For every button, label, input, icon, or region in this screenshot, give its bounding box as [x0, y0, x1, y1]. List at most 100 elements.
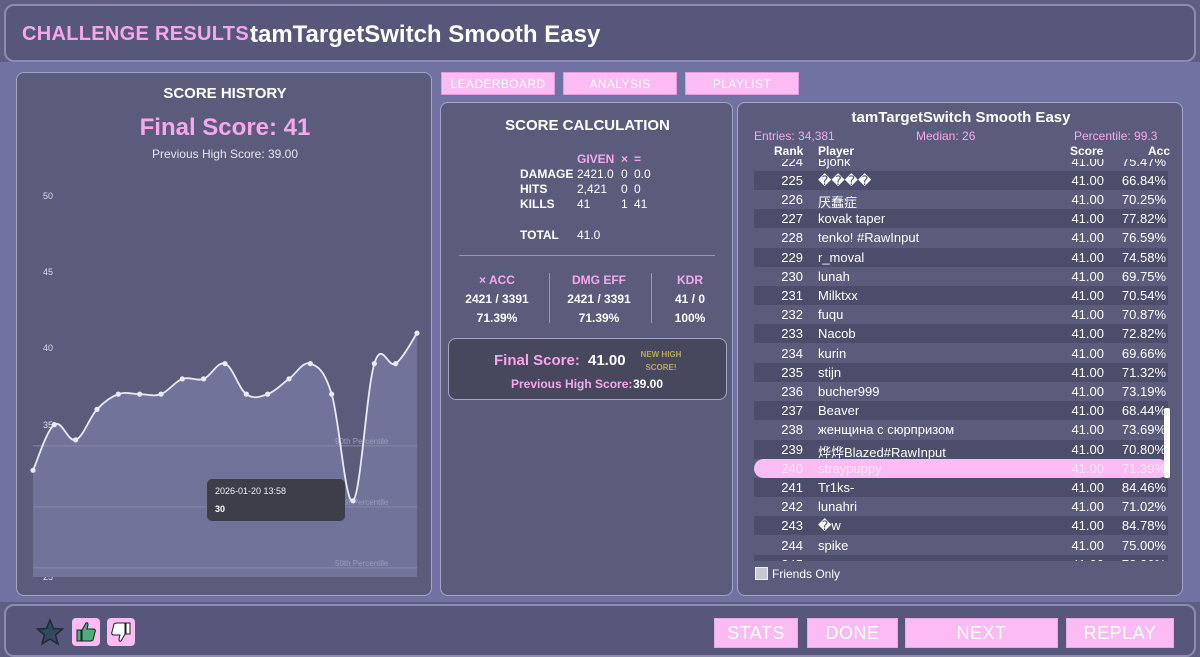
row-score: 41.00: [1071, 307, 1104, 323]
data-point[interactable]: [73, 437, 79, 443]
data-point[interactable]: [179, 376, 185, 382]
leaderboard-row[interactable]: 236 bucher999 41.00 73.19%: [754, 382, 1168, 401]
divider: [549, 273, 550, 323]
row-rank: 227: [781, 211, 803, 227]
data-point[interactable]: [30, 467, 36, 473]
leaderboard-row[interactable]: 237 Beaver 41.00 68.44%: [754, 401, 1168, 421]
kdr-label: KDR: [677, 273, 703, 287]
leaderboard-row[interactable]: 225 ���� 41.00 66.84%: [754, 170, 1168, 190]
kills-label: KILLS: [520, 197, 555, 211]
row-accuracy: 84.46%: [1121, 479, 1166, 495]
row-rank: 226: [781, 191, 803, 207]
kills-given: 41: [577, 197, 591, 211]
leaderboard-row[interactable]: 234 kurin 41.00 69.66%: [754, 344, 1168, 363]
thumbs-up-icon[interactable]: [72, 618, 100, 646]
next-button[interactable]: NEXT: [905, 618, 1058, 648]
data-point[interactable]: [371, 361, 377, 367]
leaderboard-row[interactable]: 224 Bjonk 41.00 75.47%: [754, 159, 1168, 171]
data-point[interactable]: [265, 391, 271, 397]
data-point[interactable]: [286, 376, 292, 382]
leaderboard-title: tamTargetSwitch Smooth Easy: [851, 109, 1071, 126]
leaderboard-list[interactable]: 224 Bjonk 41.00 75.47% 225 ���� 41.00 66.84% 226…: [754, 159, 1168, 561]
row-player: stijn: [818, 364, 842, 380]
row-player: spike: [818, 537, 849, 553]
leaderboard-row[interactable]: 242 lunahri 41.00 71.02%: [754, 497, 1168, 516]
median-score: Median: 26: [916, 129, 976, 143]
leaderboard-row[interactable]: 232 fuqu 41.00 70.87%: [754, 305, 1168, 324]
data-point[interactable]: [414, 330, 420, 336]
row-score: 41.00: [1071, 479, 1104, 495]
data-point[interactable]: [350, 498, 356, 504]
leaderboard-row[interactable]: 240 straypuppy 41.00 71.39%: [754, 458, 1168, 478]
data-point[interactable]: [201, 376, 207, 382]
row-accuracy: 74.58%: [1121, 249, 1166, 265]
data-point[interactable]: [329, 391, 335, 397]
score-history-title: SCORE HISTORY: [163, 85, 287, 102]
row-accuracy: 66.84%: [1121, 172, 1166, 188]
given-header: GIVEN: [577, 152, 615, 166]
data-point[interactable]: [115, 391, 121, 397]
leaderboard-scrollbar[interactable]: [1164, 408, 1170, 478]
friends-only-checkbox[interactable]: [755, 567, 768, 580]
damage-efficiency-stat: DMG EFF 2421 / 3391 71.39%: [551, 271, 647, 328]
row-player: bucher999: [818, 383, 880, 399]
leaderboard-row[interactable]: 233 Nacob 41.00 72.82%: [754, 324, 1168, 344]
data-point[interactable]: [222, 361, 228, 367]
previous-high-label: Previous High Score:: [511, 377, 633, 391]
data-point[interactable]: [94, 406, 100, 412]
kills-result: 41: [634, 197, 648, 211]
friends-only-toggle[interactable]: Friends Only: [755, 567, 840, 581]
tab-analysis[interactable]: ANALYSIS: [563, 72, 677, 95]
leaderboard-row[interactable]: 245 41.00 72.26%: [754, 554, 1168, 561]
stats-button[interactable]: STATS: [714, 618, 798, 648]
row-accuracy: 69.75%: [1121, 268, 1166, 284]
tab-playlist[interactable]: PLAYLIST: [685, 72, 799, 95]
challenge-results-label: CHALLENGE RESULTS:: [22, 23, 256, 45]
row-player: fuqu: [818, 307, 844, 323]
leaderboard-row[interactable]: 244 spike 41.00 75.00%: [754, 536, 1168, 555]
tab-leaderboard[interactable]: LEADERBOARD: [441, 72, 555, 95]
row-score: 41.00: [1071, 537, 1104, 553]
leaderboard-row[interactable]: 235 stijn 41.00 71.32%: [754, 362, 1168, 382]
thumbs-down-icon[interactable]: [107, 618, 135, 646]
accuracy-label: × ACC: [479, 273, 515, 287]
leaderboard-row[interactable]: 241 Tr1ks- 41.00 84.46%: [754, 477, 1168, 498]
leaderboard-row[interactable]: 228 tenko! #RawInput 41.00 76.59%: [754, 228, 1168, 247]
data-point[interactable]: [393, 361, 399, 367]
leaderboard-row[interactable]: 238 женщина с сюрпризом 41.00 73.69%: [754, 420, 1168, 439]
row-player: Beaver: [818, 403, 860, 419]
row-rank: 238: [781, 422, 803, 438]
total-label: TOTAL: [520, 228, 559, 242]
row-rank: 240: [781, 460, 803, 476]
replay-button[interactable]: REPLAY: [1066, 618, 1174, 648]
challenge-title: tamTargetSwitch Smooth Easy: [250, 21, 601, 48]
damage-efficiency-label: DMG EFF: [572, 273, 626, 287]
total-value: 41.0: [577, 228, 601, 242]
data-point[interactable]: [137, 391, 143, 397]
leaderboard-row[interactable]: 227 kovak taper 41.00 77.82%: [754, 209, 1168, 229]
row-player: lunahri: [818, 499, 858, 515]
leaderboard-panel: tamTargetSwitch Smooth Easy Entries: 34,…: [737, 102, 1183, 596]
data-point[interactable]: [307, 361, 313, 367]
row-accuracy: 73.19%: [1121, 383, 1166, 399]
row-score: 41.00: [1071, 159, 1104, 169]
data-point[interactable]: [243, 391, 249, 397]
leaderboard-row[interactable]: 226 厌蠢症 41.00 70.25%: [754, 190, 1168, 210]
row-player: Nacob: [818, 326, 856, 342]
header-bar: CHALLENGE RESULTS: tamTargetSwitch Smoot…: [4, 4, 1196, 62]
leaderboard-row[interactable]: 231 Milktxx 41.00 70.54%: [754, 285, 1168, 306]
row-accuracy: 73.69%: [1121, 422, 1166, 438]
percentile-label: 50th Percentile: [335, 559, 389, 568]
row-rank: 234: [781, 345, 803, 361]
data-point[interactable]: [158, 391, 164, 397]
data-point[interactable]: [51, 422, 57, 428]
done-button[interactable]: DONE: [807, 618, 898, 648]
leaderboard-row[interactable]: 229 r_moval 41.00 74.58%: [754, 247, 1168, 267]
row-score: 41.00: [1071, 172, 1104, 188]
star-icon[interactable]: [35, 618, 65, 646]
friends-only-label: Friends Only: [772, 567, 841, 581]
leaderboard-row[interactable]: 230 lunah 41.00 69.75%: [754, 267, 1168, 286]
leaderboard-row[interactable]: 239 烨烨Blazed#RawInput 41.00 70.80%: [754, 439, 1168, 460]
score-history-panel: SCORE HISTORY Final Score: 41 Previous H…: [16, 72, 432, 596]
leaderboard-row[interactable]: 243 �w 41.00 84.78%: [754, 516, 1168, 536]
